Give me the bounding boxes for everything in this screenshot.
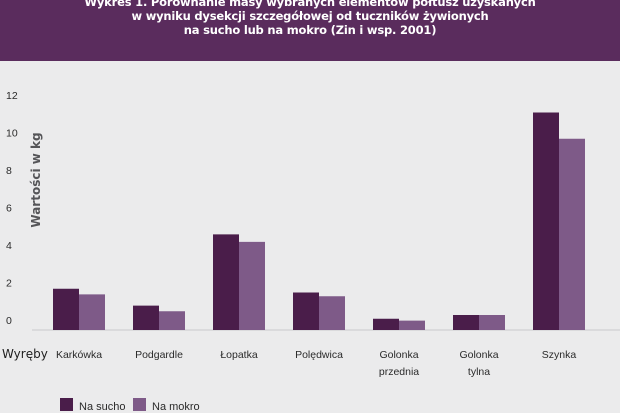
bar-na-mokro-2 [239, 241, 265, 330]
bar-na-mokro-3 [319, 296, 345, 330]
bar-na-sucho-6 [533, 112, 559, 330]
bar-na-sucho-5 [453, 315, 479, 330]
category-label: Polędwica [295, 349, 343, 361]
y-tick-label: 12 [6, 90, 18, 102]
category-label: Karkówka [56, 349, 102, 361]
category-label: Łopatka [220, 349, 258, 361]
category-label: Szynka [542, 349, 577, 361]
y-axis-label: Wartości w kg [29, 132, 43, 227]
bar-na-mokro-4 [399, 320, 425, 330]
chart-header: Wykres 1. Porównanie masy wybranych elem… [0, 0, 620, 61]
legend-label-1: Na mokro [152, 401, 200, 413]
legend-swatch-0 [60, 398, 73, 411]
bar-na-mokro-5 [479, 315, 505, 330]
legend-label-0: Na sucho [79, 401, 125, 413]
y-tick-label: 4 [6, 240, 12, 252]
chart-title: Wykres 1. Porównanie masy wybranych elem… [0, 0, 620, 37]
title-line-2: w wyniku dysekcji szczegółowej od tuczni… [131, 9, 489, 23]
bar-na-sucho-4 [373, 318, 399, 330]
y-tick-label: 2 [6, 278, 12, 290]
y-tick-label: 8 [6, 165, 12, 177]
category-label: Golonka [379, 349, 418, 361]
y-tick-label: 6 [6, 203, 12, 215]
category-label: Podgardle [135, 349, 183, 361]
bar-na-mokro-0 [79, 294, 105, 330]
category-label: tylna [468, 366, 490, 378]
bar-na-sucho-2 [213, 234, 239, 330]
bar-na-sucho-1 [133, 305, 159, 330]
bar-na-mokro-1 [159, 311, 185, 330]
category-label: Golonka [459, 349, 498, 361]
title-line-3: na sucho lub na mokro (Zin i wsp. 2001) [183, 23, 437, 37]
y-tick-label: 10 [6, 128, 18, 140]
bar-na-sucho-3 [293, 292, 319, 330]
category-label: przednia [379, 366, 419, 378]
legend-swatch-1 [133, 398, 146, 411]
title-line-1: Wykres 1. Porównanie masy wybranych elem… [84, 0, 536, 9]
y-tick-label: 0 [6, 315, 12, 327]
x-axis-label: Wyręby [2, 347, 48, 361]
bar-na-mokro-6 [559, 138, 585, 330]
bar-na-sucho-0 [53, 288, 79, 330]
